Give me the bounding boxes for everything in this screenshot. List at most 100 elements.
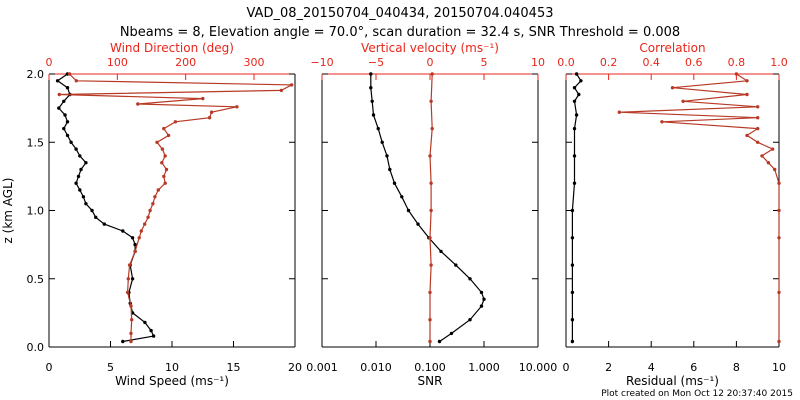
residual-point	[570, 236, 575, 240]
x-top-tick-label: 0.4	[642, 56, 660, 69]
correlation-point	[766, 161, 771, 165]
wind-speed-point	[62, 126, 66, 131]
panel-middle: 0.001 0.010 0.100 1.000 10.000 SNR −10 −5 0 5 10 Ve…	[306, 41, 557, 388]
x-bottom-tick-label: 10	[772, 361, 786, 374]
correlation-point	[756, 116, 760, 120]
vertical-velocity-point	[428, 318, 432, 322]
wind-speed-point	[79, 167, 83, 172]
correlation-point	[745, 79, 749, 83]
wind-speed-point	[151, 334, 156, 338]
wind-speed-point	[133, 242, 137, 247]
x-top-tick-label: 10	[531, 56, 545, 69]
wind-direction-point	[127, 263, 132, 267]
wind-direction-point	[137, 236, 141, 240]
y-tick-label: 1.5	[27, 136, 45, 149]
wind-speed-point	[94, 215, 98, 219]
y-tick-label: 2.0	[27, 68, 45, 81]
x-top-axis-title: Wind Direction (deg)	[110, 41, 234, 55]
wind-speed-point	[130, 277, 135, 281]
wind-speed-point	[69, 140, 73, 144]
wind-speed-point	[65, 120, 70, 124]
x-top-tick-label: 0.2	[600, 56, 618, 69]
correlation-point	[777, 208, 781, 213]
x-top-axis-title: Correlation	[639, 41, 705, 55]
figure-title-line2: Nbeams = 8, Elevation angle = 70.0°, sca…	[120, 25, 680, 40]
snr-point	[369, 72, 373, 76]
figure-title-line1: VAD_08_20150704_040434, 20150704.040453	[247, 6, 554, 21]
snr-point	[479, 290, 484, 295]
correlation-point	[681, 99, 685, 104]
snr-line	[370, 74, 485, 342]
wind-direction-point	[153, 195, 157, 199]
residual-point	[570, 318, 575, 322]
vertical-velocity-point	[430, 72, 434, 76]
wind-speed-point	[65, 133, 70, 138]
vertical-velocity-point	[429, 263, 433, 267]
residual-point	[572, 126, 577, 131]
wind-direction-point	[163, 154, 167, 158]
wind-speed-point	[84, 161, 88, 165]
correlation-point	[773, 167, 777, 172]
wind-speed-point	[143, 320, 147, 325]
y-tick-label: 0.0	[27, 341, 45, 354]
y-tick-label: 0.5	[27, 273, 45, 286]
wind-speed-point	[149, 328, 153, 333]
wind-direction-point	[162, 126, 166, 131]
wind-direction-point	[156, 188, 160, 192]
wind-direction-point	[155, 140, 159, 144]
snr-point	[468, 277, 472, 281]
correlation-point	[745, 92, 749, 97]
wind-speed-point	[121, 229, 125, 233]
x-top-tick-label: 100	[107, 56, 128, 69]
correlation-point	[670, 86, 675, 90]
residual-point	[570, 263, 575, 267]
wind-speed-point	[63, 113, 67, 117]
residual-point	[570, 208, 575, 213]
wind-speed-point	[55, 79, 60, 83]
wind-direction-point	[148, 208, 152, 213]
snr-point	[416, 222, 420, 226]
x-top-tick-label: 5	[481, 56, 488, 69]
wind-direction-point	[279, 88, 283, 93]
vertical-velocity-point	[429, 208, 433, 213]
residual-point	[577, 92, 581, 97]
x-top-tick-label: −10	[310, 56, 333, 69]
correlation-point	[756, 126, 760, 131]
wind-direction-point	[164, 167, 169, 172]
wind-direction-point	[209, 110, 214, 114]
wind-direction-point	[289, 83, 294, 87]
vertical-velocity-point	[430, 126, 434, 131]
wind-direction-point	[201, 96, 205, 101]
residual-point	[574, 72, 579, 76]
x-bottom-tick-label: 0.001	[306, 361, 338, 374]
wind-direction-point	[133, 249, 137, 254]
correlation-point	[777, 181, 781, 185]
x-bottom-tick-label: 1.000	[468, 361, 500, 374]
panel-left: 0.0 0.5 1.0 1.5 2.0 z (km AGL) 0 5 10 15 20 Wind Sp…	[1, 41, 302, 388]
correlation-point	[777, 339, 781, 344]
correlation-point	[777, 290, 781, 295]
wind-speed-point	[102, 222, 107, 226]
x-bottom-tick-label: 8	[733, 361, 740, 374]
y-axis-title: z (km AGL)	[1, 178, 15, 244]
wind-direction-point	[160, 161, 164, 165]
wind-speed-point	[57, 106, 61, 110]
x-top-tick-label: 0.8	[728, 56, 746, 69]
x-top-tick-label: 0	[46, 56, 53, 69]
snr-point	[380, 140, 384, 144]
snr-point	[479, 304, 484, 308]
wind-speed-point	[121, 339, 125, 344]
correlation-point	[617, 110, 621, 114]
wind-speed-point	[74, 181, 78, 185]
x-bottom-axis-title: Residual (ms⁻¹)	[626, 374, 719, 388]
correlation-point	[660, 120, 664, 124]
x-bottom-tick-label: 2	[605, 361, 612, 374]
wind-direction-point	[139, 229, 143, 233]
snr-point	[437, 339, 442, 344]
wind-direction-point	[129, 339, 133, 344]
wind-direction-point	[67, 72, 72, 76]
correlation-line	[619, 73, 780, 342]
wind-direction-point	[74, 79, 79, 83]
wind-direction-point	[130, 318, 134, 322]
wind-speed-point	[65, 86, 70, 90]
